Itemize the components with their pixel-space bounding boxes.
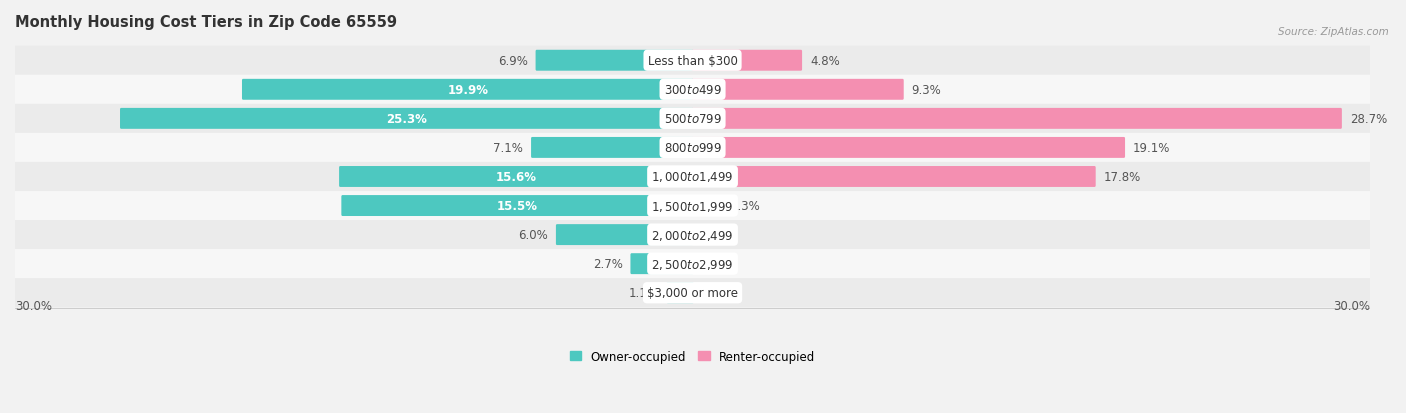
- FancyBboxPatch shape: [666, 282, 693, 304]
- Text: 25.3%: 25.3%: [387, 113, 427, 126]
- FancyBboxPatch shape: [14, 278, 1371, 308]
- Text: 7.1%: 7.1%: [494, 142, 523, 154]
- Text: 17.8%: 17.8%: [1104, 171, 1140, 183]
- FancyBboxPatch shape: [692, 166, 1095, 188]
- FancyBboxPatch shape: [555, 225, 693, 245]
- Text: $1,500 to $1,999: $1,500 to $1,999: [651, 199, 734, 213]
- FancyBboxPatch shape: [14, 133, 1371, 163]
- Text: 0.0%: 0.0%: [702, 258, 731, 271]
- Text: 19.9%: 19.9%: [447, 83, 488, 97]
- Text: 0.0%: 0.0%: [702, 228, 731, 242]
- Text: 1.3%: 1.3%: [731, 199, 761, 213]
- Text: 19.1%: 19.1%: [1133, 142, 1170, 154]
- Text: 1.1%: 1.1%: [628, 287, 658, 299]
- FancyBboxPatch shape: [14, 163, 1371, 192]
- FancyBboxPatch shape: [692, 51, 801, 71]
- FancyBboxPatch shape: [14, 221, 1371, 249]
- FancyBboxPatch shape: [14, 76, 1371, 104]
- Text: $800 to $999: $800 to $999: [664, 142, 721, 154]
- FancyBboxPatch shape: [630, 254, 693, 275]
- Text: 6.0%: 6.0%: [519, 228, 548, 242]
- Text: 15.6%: 15.6%: [496, 171, 537, 183]
- FancyBboxPatch shape: [342, 196, 693, 216]
- Text: 28.7%: 28.7%: [1350, 113, 1386, 126]
- FancyBboxPatch shape: [14, 249, 1371, 278]
- Text: 2.7%: 2.7%: [593, 258, 623, 271]
- FancyBboxPatch shape: [692, 138, 1125, 159]
- Text: 4.8%: 4.8%: [810, 55, 839, 68]
- Text: 30.0%: 30.0%: [1333, 300, 1369, 313]
- FancyBboxPatch shape: [14, 192, 1371, 221]
- FancyBboxPatch shape: [14, 47, 1371, 76]
- Text: $300 to $499: $300 to $499: [664, 83, 721, 97]
- Text: Less than $300: Less than $300: [648, 55, 738, 68]
- Legend: Owner-occupied, Renter-occupied: Owner-occupied, Renter-occupied: [565, 345, 820, 368]
- FancyBboxPatch shape: [536, 51, 693, 71]
- FancyBboxPatch shape: [14, 104, 1371, 133]
- Text: $3,000 or more: $3,000 or more: [647, 287, 738, 299]
- Text: $500 to $799: $500 to $799: [664, 113, 721, 126]
- Text: $1,000 to $1,499: $1,000 to $1,499: [651, 170, 734, 184]
- Text: 9.3%: 9.3%: [911, 83, 942, 97]
- FancyBboxPatch shape: [692, 80, 904, 100]
- FancyBboxPatch shape: [120, 109, 693, 130]
- FancyBboxPatch shape: [692, 109, 1341, 130]
- Text: Monthly Housing Cost Tiers in Zip Code 65559: Monthly Housing Cost Tiers in Zip Code 6…: [15, 15, 396, 30]
- Text: Source: ZipAtlas.com: Source: ZipAtlas.com: [1278, 27, 1389, 37]
- Text: $2,000 to $2,499: $2,000 to $2,499: [651, 228, 734, 242]
- Text: 30.0%: 30.0%: [15, 300, 52, 313]
- FancyBboxPatch shape: [531, 138, 693, 159]
- FancyBboxPatch shape: [242, 80, 693, 100]
- FancyBboxPatch shape: [692, 196, 723, 216]
- Text: 15.5%: 15.5%: [496, 199, 538, 213]
- Text: $2,500 to $2,999: $2,500 to $2,999: [651, 257, 734, 271]
- FancyBboxPatch shape: [339, 166, 693, 188]
- Text: 6.9%: 6.9%: [498, 55, 527, 68]
- Text: 0.0%: 0.0%: [702, 287, 731, 299]
